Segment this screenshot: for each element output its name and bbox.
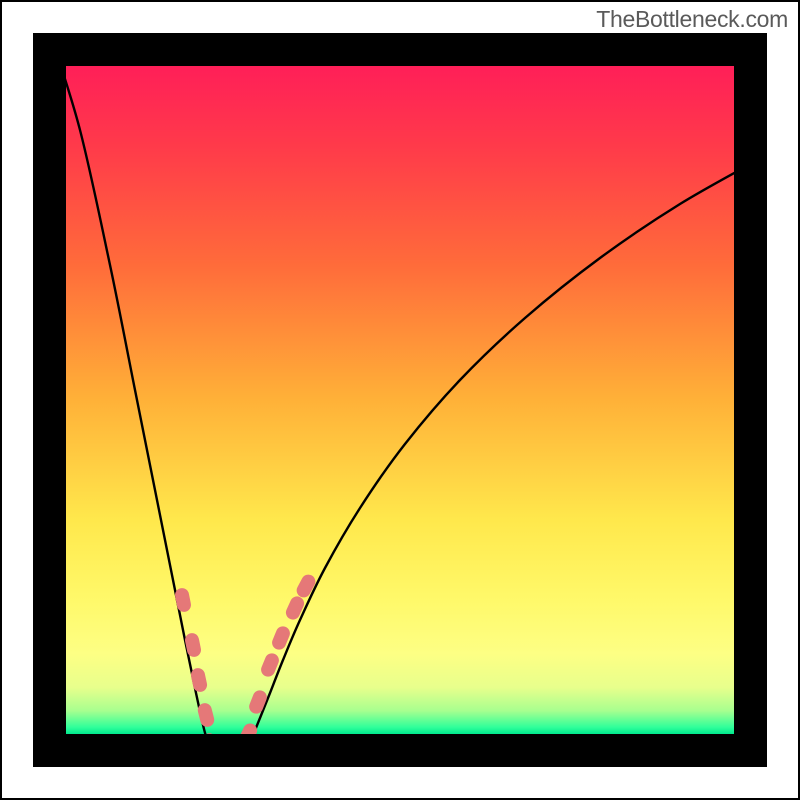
chart-svg — [0, 0, 800, 800]
chart-container: TheBottleneck.com — [0, 0, 800, 800]
watermark-text: TheBottleneck.com — [596, 6, 788, 33]
plot-gradient — [66, 66, 734, 734]
